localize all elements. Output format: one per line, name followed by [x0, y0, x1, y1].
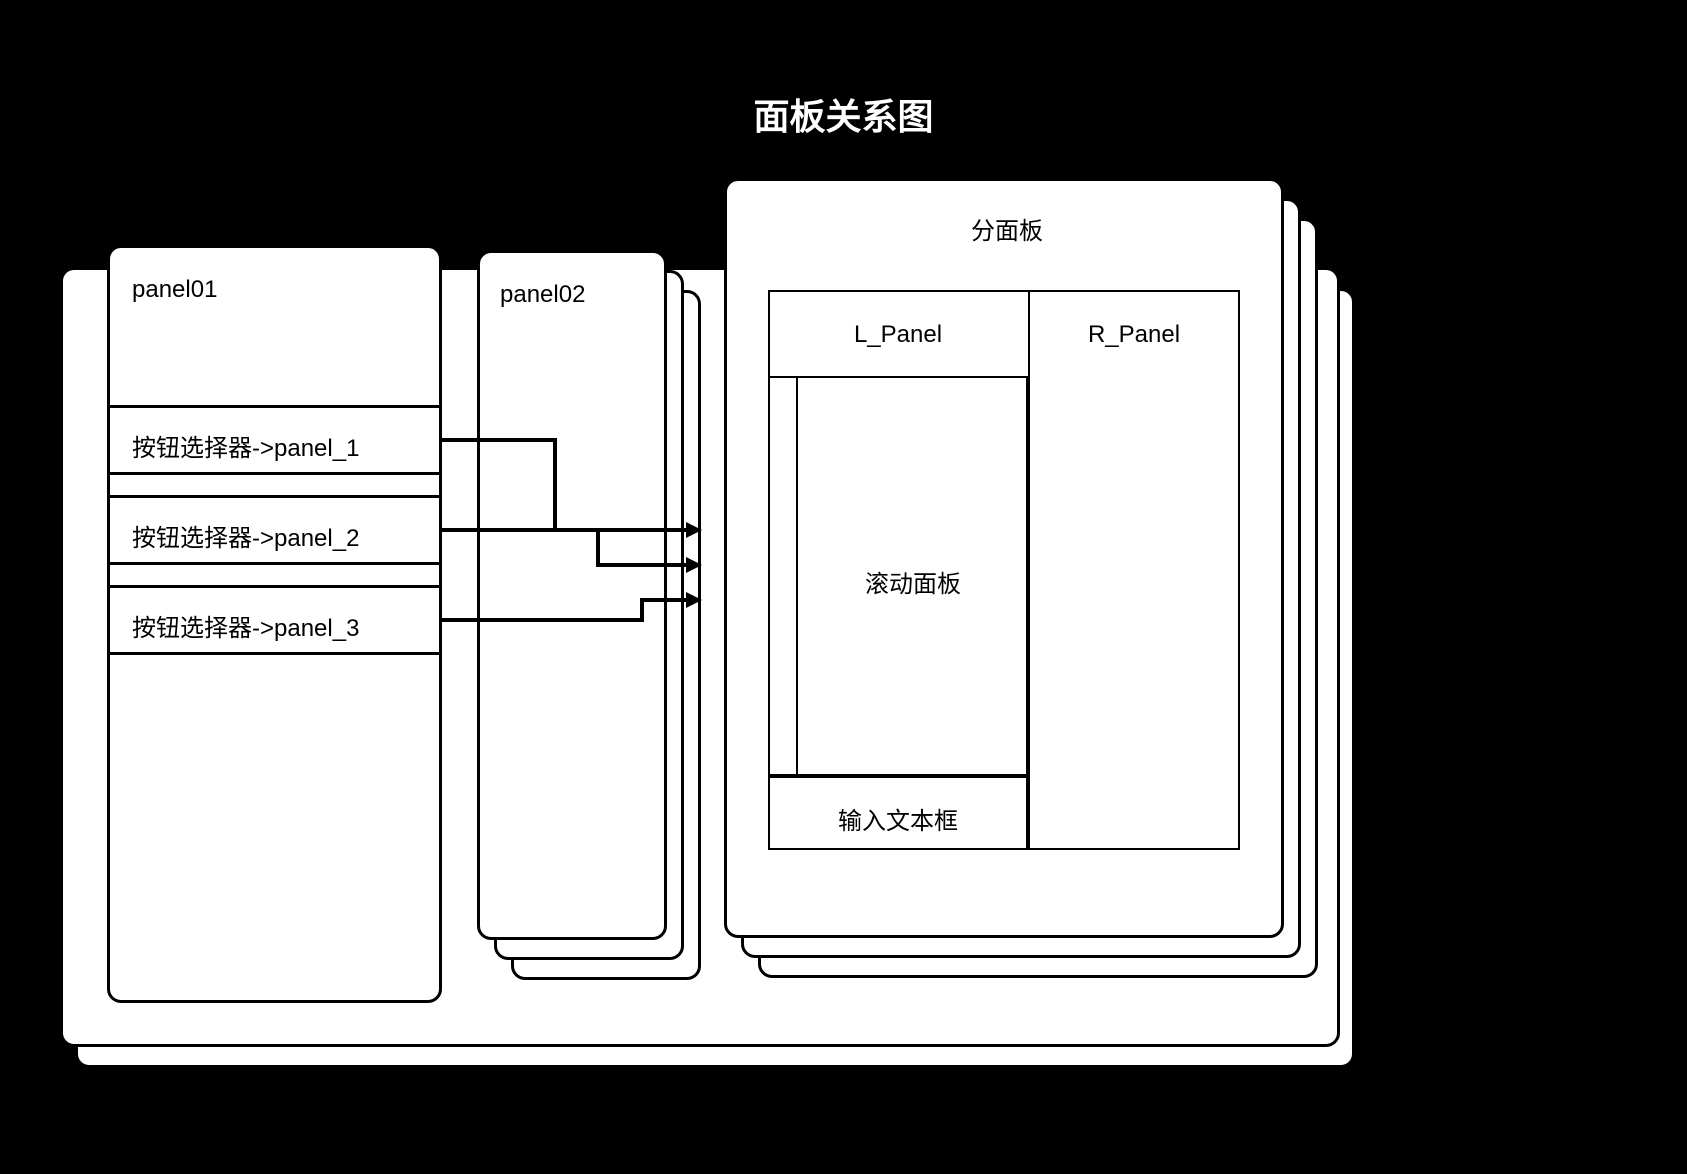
r-panel-label: R_Panel: [1028, 321, 1240, 349]
scroll-panel-track: [768, 376, 798, 776]
panel01-row-1: 按钮选择器->panel_1: [107, 405, 442, 475]
l-panel-label: L_Panel: [768, 321, 1028, 349]
panel01-row-2: 按钮选择器->panel_2: [107, 495, 442, 565]
panel01-row-3: 按钮选择器->panel_3: [107, 585, 442, 655]
scroll-panel-label: 滚动面板: [798, 564, 1028, 599]
panel02-card-front: panel02: [477, 250, 667, 940]
panel02-label: panel02: [500, 281, 585, 309]
panel01-row-1-label: 按钮选择器->panel_1: [132, 428, 359, 463]
panel01-row-2-label: 按钮选择器->panel_2: [132, 518, 359, 553]
sub-panel-divider: [1028, 290, 1030, 850]
panel01-label: panel01: [132, 276, 217, 304]
diagram-canvas: 面板关系图 panel02 分面板 L_Panel R_Panel 滚动面板 输…: [0, 0, 1687, 1174]
panel01-row-3-label: 按钮选择器->panel_3: [132, 608, 359, 643]
diagram-title: 面板关系图: [0, 88, 1687, 140]
sub-panel-label: 分面板: [727, 211, 1287, 246]
input-text-box-label: 输入文本框: [768, 801, 1028, 836]
